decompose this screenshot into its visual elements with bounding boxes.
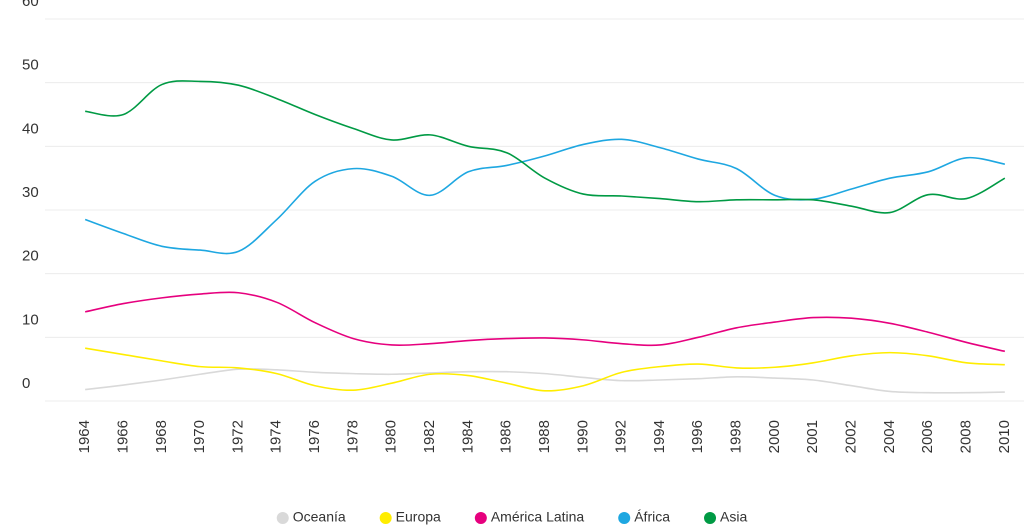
y-tick-label: 10 [22,311,39,328]
series-line [84,138,1005,255]
legend-marker [474,512,487,524]
legend-label: América Latina [491,509,585,525]
x-tick-label: 1964 [76,420,93,453]
legend-marker [276,512,289,524]
x-tick-label: 2010 [996,420,1013,453]
legend-marker [618,512,631,524]
x-tick-label: 1978 [344,420,361,453]
x-tick-label: 1968 [153,420,170,453]
x-tick-label: 2004 [881,420,898,453]
x-tick-label: 1972 [229,420,246,453]
x-tick-label: 2002 [843,420,860,453]
x-tick-label: 1990 [574,420,591,453]
x-tick-label: 1966 [114,420,131,453]
series-line [84,291,1006,353]
legend-marker [704,512,717,524]
x-tick-label: 1992 [613,420,630,453]
x-tick-label: 2000 [766,420,783,453]
x-tick-label: 1982 [421,420,438,453]
x-tick-label: 2001 [804,420,821,453]
y-tick-label: 50 [22,57,39,74]
legend-label: Europa [396,509,441,525]
x-tick-label: 1986 [498,420,515,453]
y-tick-label: 0 [22,375,30,392]
series-line [85,347,1005,392]
x-tick-label: 1996 [689,420,706,453]
x-tick-label: 2008 [957,420,974,453]
x-tick-label: 1994 [651,420,668,453]
legend: Oceanía Europa América Latina África Asia [276,509,747,525]
x-tick-label: 1970 [191,420,208,453]
y-tick-label: 60 [22,0,39,10]
series-line [85,80,1006,214]
legend-label: Oceanía [293,509,346,525]
y-tick-label: 30 [22,184,39,201]
x-tick-label: 1998 [728,420,745,453]
x-tick-label: 1984 [459,420,476,453]
legend-label: Asia [720,509,747,525]
legend-marker [379,512,392,524]
y-tick-label: 40 [22,120,39,137]
x-tick-label: 1988 [536,420,553,453]
x-tick-label: 1976 [306,420,323,453]
x-tick-label: 1980 [383,420,400,453]
legend-label: África [634,509,670,525]
x-tick-label: 1974 [268,420,285,453]
y-tick-label: 20 [22,248,39,265]
series-line [85,368,1005,394]
x-tick-label: 2006 [919,420,936,453]
